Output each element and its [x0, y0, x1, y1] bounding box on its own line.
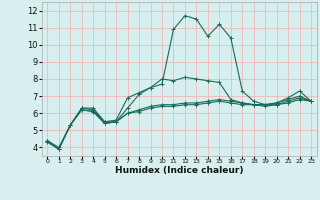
X-axis label: Humidex (Indice chaleur): Humidex (Indice chaleur): [115, 166, 244, 175]
